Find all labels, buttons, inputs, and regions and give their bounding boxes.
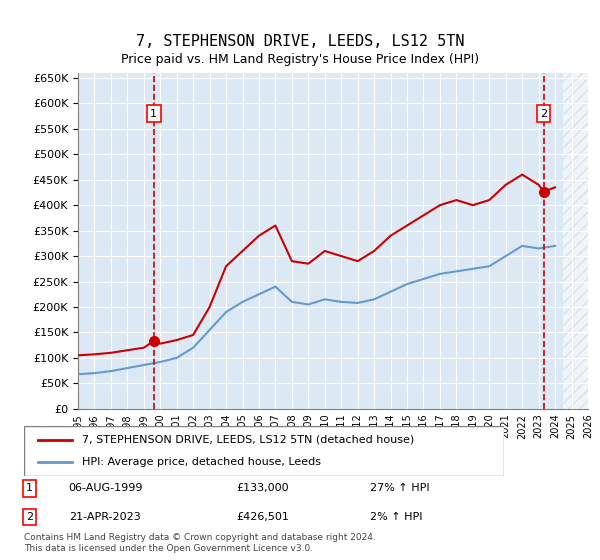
Text: 21-APR-2023: 21-APR-2023	[68, 512, 140, 522]
Text: 1: 1	[26, 483, 33, 493]
Text: 2% ↑ HPI: 2% ↑ HPI	[370, 512, 422, 522]
Text: HPI: Average price, detached house, Leeds: HPI: Average price, detached house, Leed…	[82, 457, 320, 467]
Text: 2: 2	[26, 512, 33, 522]
Text: 2: 2	[540, 109, 547, 119]
Text: £426,501: £426,501	[236, 512, 289, 522]
Text: 1: 1	[150, 109, 157, 119]
Text: £133,000: £133,000	[236, 483, 289, 493]
Bar	[563, 73, 588, 409]
Text: 06-AUG-1999: 06-AUG-1999	[68, 483, 143, 493]
Text: 27% ↑ HPI: 27% ↑ HPI	[370, 483, 430, 493]
Text: 7, STEPHENSON DRIVE, LEEDS, LS12 5TN (detached house): 7, STEPHENSON DRIVE, LEEDS, LS12 5TN (de…	[82, 435, 414, 445]
FancyBboxPatch shape	[24, 426, 504, 476]
Text: Price paid vs. HM Land Registry's House Price Index (HPI): Price paid vs. HM Land Registry's House …	[121, 53, 479, 66]
Text: 7, STEPHENSON DRIVE, LEEDS, LS12 5TN: 7, STEPHENSON DRIVE, LEEDS, LS12 5TN	[136, 34, 464, 49]
Text: Contains HM Land Registry data © Crown copyright and database right 2024.
This d: Contains HM Land Registry data © Crown c…	[24, 533, 376, 553]
